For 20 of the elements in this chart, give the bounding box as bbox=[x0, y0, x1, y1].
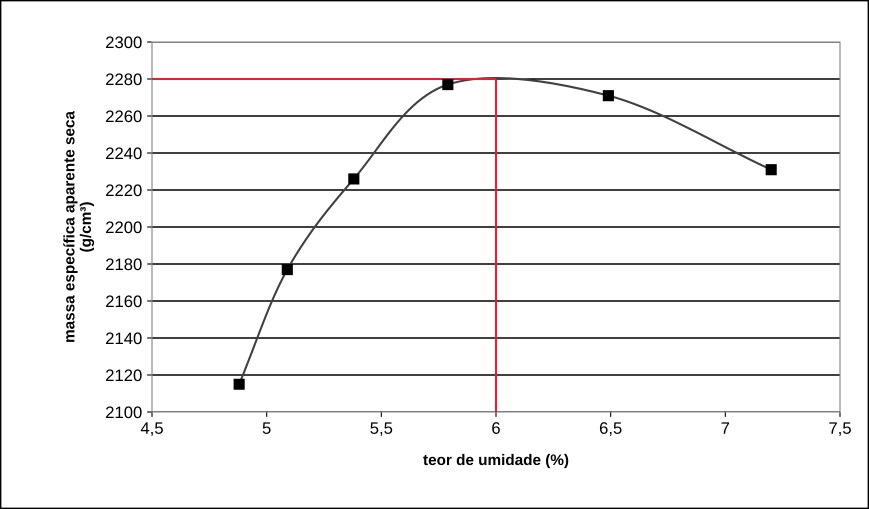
y-tick-label: 2300 bbox=[106, 36, 142, 48]
y-tick-label: 2120 bbox=[106, 369, 142, 382]
y-axis-title: massa específica aparente seca (g/cm³) bbox=[63, 110, 94, 342]
x-tick-label: 7,5 bbox=[829, 422, 851, 436]
x-tick-label: 6 bbox=[492, 422, 500, 434]
y-tick-label: 2260 bbox=[106, 110, 142, 122]
x-tick-label: 4,5 bbox=[140, 422, 163, 436]
y-tick-label: 2200 bbox=[106, 221, 142, 234]
x-tick-label: 5,5 bbox=[370, 422, 392, 436]
x-tick-label: 6,5 bbox=[600, 422, 622, 436]
x-tick-label: 5 bbox=[262, 422, 271, 434]
y-tick-label: 2160 bbox=[106, 295, 142, 308]
y-tick-label: 2280 bbox=[106, 73, 142, 86]
y-tick-label: 2240 bbox=[106, 147, 142, 160]
x-tick-label: 7 bbox=[722, 422, 730, 434]
x-axis-title: teor de umidade (%) bbox=[423, 454, 568, 468]
y-tick-label: 2220 bbox=[106, 184, 142, 196]
y-tick-label: 2180 bbox=[106, 258, 142, 270]
y-tick-label: 2140 bbox=[106, 332, 142, 344]
y-tick-label: 2100 bbox=[106, 406, 142, 418]
